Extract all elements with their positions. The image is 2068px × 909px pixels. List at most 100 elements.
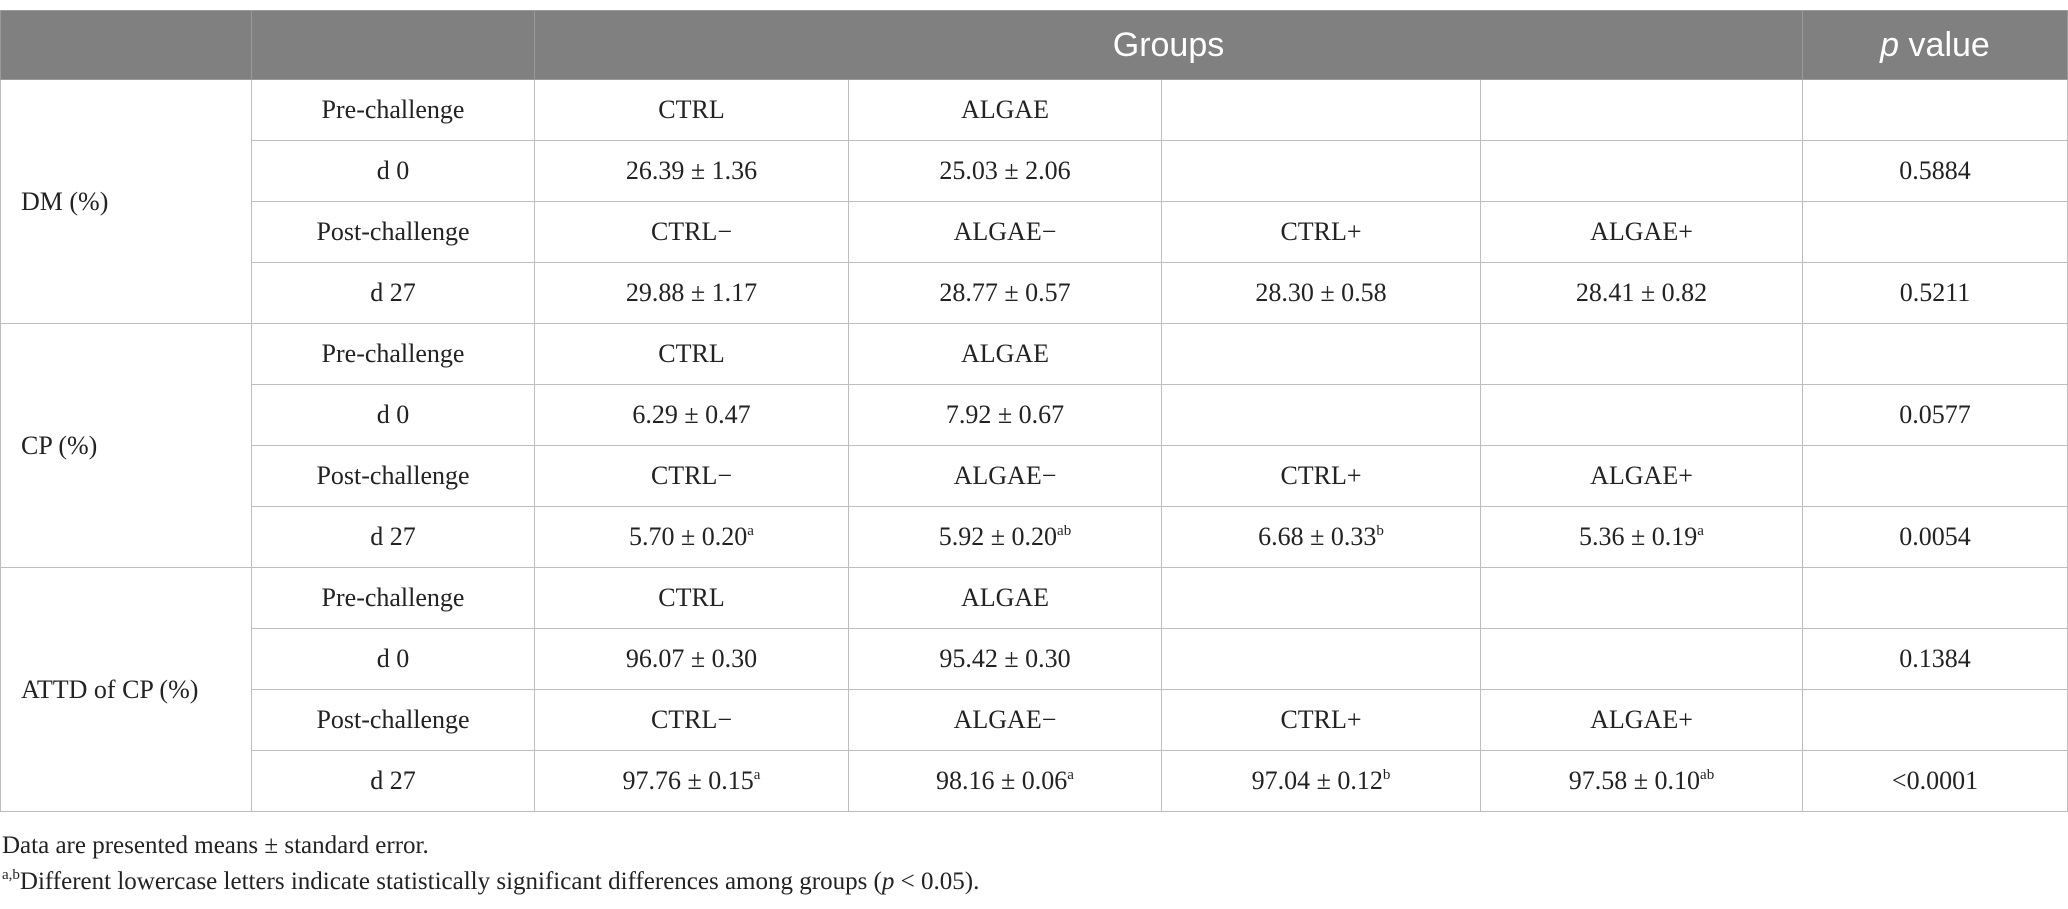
table-cell: Pre-challenge [251, 79, 535, 141]
table-row: ATTD of CP (%) Pre-challenge CTRL ALGAE [0, 567, 2068, 812]
table-cell [1802, 445, 2068, 507]
table-row: Post-challenge CTRL− ALGAE− CTRL+ ALGAE+ [1, 445, 2068, 507]
footnote-text: Different lowercase letters indicate sta… [19, 868, 882, 895]
table-cell: Pre-challenge [251, 567, 535, 629]
table-cell: 0.0054 [1802, 506, 2068, 568]
table-cell: Post-challenge [251, 201, 535, 263]
table-row: d 0 26.39 ± 1.36 25.03 ± 2.06 0.5884 [1, 140, 2068, 202]
table-cell: 5.92 ± 0.20ab [848, 506, 1162, 568]
superscript: ab [1057, 523, 1072, 539]
header-cell: Groups [534, 10, 1803, 80]
table-cell [1802, 79, 2068, 141]
table-cell [1802, 323, 2068, 385]
table-cell: 97.04 ± 0.12b [1161, 750, 1481, 812]
table-cell: 26.39 ± 1.36 [534, 140, 849, 202]
table-cell: d 27 [251, 750, 535, 812]
table-cell [1480, 384, 1803, 446]
table-cell: 5.36 ± 0.19a [1480, 506, 1803, 568]
table-row: Post-challenge CTRL− ALGAE− CTRL+ ALGAE+ [1, 201, 2068, 263]
table-cell: ALGAE+ [1480, 689, 1803, 751]
table-cell: 98.16 ± 0.06a [848, 750, 1162, 812]
table-cell: Post-challenge [251, 445, 535, 507]
header-cell [251, 10, 535, 80]
table-cell [1480, 628, 1803, 690]
table-cell [1802, 201, 2068, 263]
footnote: a,bDifferent lowercase letters indicate … [2, 868, 979, 896]
table-cell [1161, 79, 1481, 141]
table-cell: 95.42 ± 0.30 [848, 628, 1162, 690]
table-cell: d 0 [251, 628, 535, 690]
superscript: a [753, 767, 761, 783]
table-cell: <0.0001 [1802, 750, 2068, 812]
table-cell [1480, 323, 1803, 385]
table-cell [1161, 384, 1481, 446]
superscript: ab [1700, 767, 1715, 783]
table-cell: d 0 [251, 384, 535, 446]
cell-text: 97.58 ± 0.10 [1568, 766, 1701, 795]
superscript: a [1697, 523, 1704, 539]
table-cell [1480, 140, 1803, 202]
table-cell: 96.07 ± 0.30 [534, 628, 849, 690]
table-cell: CTRL− [534, 445, 849, 507]
table-cell: ALGAE− [848, 445, 1162, 507]
table-cell [1480, 567, 1803, 629]
table-cell: CTRL− [534, 201, 849, 263]
italic-text: p [1880, 25, 1900, 64]
table-cell: ALGAE [848, 79, 1162, 141]
cell-text: 5.70 ± 0.20 [629, 522, 748, 551]
superscript: b [1376, 523, 1384, 539]
table-cell: 0.5211 [1802, 262, 2068, 324]
table-cell [1161, 628, 1481, 690]
table-cell: CTRL+ [1161, 689, 1481, 751]
table-cell: ALGAE− [848, 689, 1162, 751]
table-row: d 0 96.07 ± 0.30 95.42 ± 0.30 0.1384 [1, 628, 2068, 690]
cell-text: 6.68 ± 0.33 [1258, 522, 1377, 551]
table-row: d 27 97.76 ± 0.15a 98.16 ± 0.06a 97.04 ± 0.… [1, 750, 2068, 812]
table-cell [1802, 567, 2068, 629]
table-cell: ALGAE+ [1480, 201, 1803, 263]
header-row: Groups p value [0, 10, 2068, 80]
table-row: d 27 29.88 ± 1.17 28.77 ± 0.57 28.30 ± 0.58… [1, 262, 2068, 324]
superscript: a [1067, 767, 1074, 783]
table-cell: 0.0577 [1802, 384, 2068, 446]
table-cell: 0.1384 [1802, 628, 2068, 690]
section-label: CP (%) [0, 323, 252, 568]
table-cell: ALGAE [848, 323, 1162, 385]
table-cell: 25.03 ± 2.06 [848, 140, 1162, 202]
cell-text: 97.76 ± 0.15 [622, 766, 754, 795]
table-row: d 0 6.29 ± 0.47 7.92 ± 0.67 0.0577 [1, 384, 2068, 446]
table-cell: 5.70 ± 0.20a [534, 506, 849, 568]
section-label: DM (%) [0, 79, 252, 324]
footnote: Data are presented means ± standard erro… [2, 832, 429, 859]
table-cell: 28.77 ± 0.57 [848, 262, 1162, 324]
table-cell: 28.41 ± 0.82 [1480, 262, 1803, 324]
table-row: Post-challenge CTRL− ALGAE− CTRL+ ALGAE+ [1, 689, 2068, 751]
table-cell: ALGAE+ [1480, 445, 1803, 507]
table-cell: CTRL [534, 567, 849, 629]
table-cell: CTRL− [534, 689, 849, 751]
table-cell: CTRL+ [1161, 445, 1481, 507]
footnote-text: < 0.05). [894, 868, 980, 895]
superscript: b [1382, 767, 1391, 783]
table-cell: Pre-challenge [251, 323, 535, 385]
cell-text: 98.16 ± 0.06 [936, 766, 1068, 795]
table-cell: 97.76 ± 0.15a [534, 750, 849, 812]
table-cell: d 27 [251, 262, 535, 324]
table-cell [1161, 323, 1481, 385]
table-cell: 6.29 ± 0.47 [534, 384, 849, 446]
table-cell: 7.92 ± 0.67 [848, 384, 1162, 446]
table-cell: ALGAE [848, 567, 1162, 629]
table-cell: 97.58 ± 0.10ab [1480, 750, 1803, 812]
table-cell: d 27 [251, 506, 535, 568]
superscript: a [747, 523, 754, 539]
table-cell: Post-challenge [251, 689, 535, 751]
header-cell: p value [1802, 10, 2068, 80]
superscript: a,b [2, 867, 20, 883]
section-label: ATTD of CP (%) [0, 567, 252, 812]
header-cell [0, 10, 252, 80]
table-cell [1802, 689, 2068, 751]
table-cell: 0.5884 [1802, 140, 2068, 202]
table-cell [1161, 567, 1481, 629]
table-cell: ALGAE− [848, 201, 1162, 263]
